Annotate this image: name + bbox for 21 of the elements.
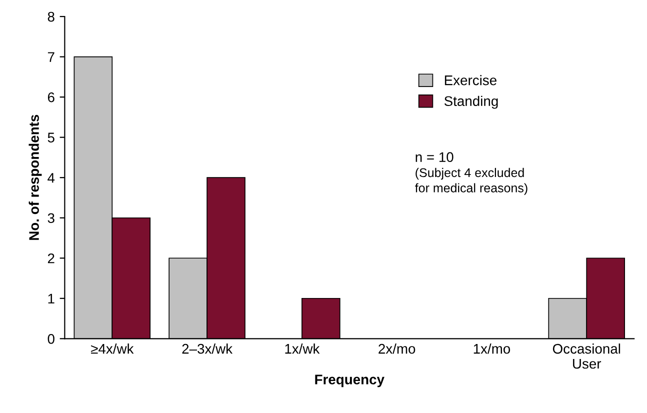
- y-tick-label: 3: [48, 213, 54, 224]
- x-tick-label: ≥4x/wk: [91, 344, 134, 354]
- annotation: n = 10: [416, 152, 454, 162]
- y-tick-label: 4: [48, 173, 55, 183]
- annotation: (Subject 4 excluded for medical reasons): [415, 168, 528, 195]
- x-tick-label: Occasional User: [552, 344, 620, 369]
- x-tick-label: 2x/mo: [378, 344, 416, 354]
- x-axis-title: Frequency: [315, 374, 384, 388]
- x-tick-label: 1x/wk: [285, 344, 320, 354]
- y-tick-label: 1: [48, 294, 54, 304]
- x-tick-label: 1x/mo: [474, 344, 510, 354]
- y-tick-label: 8: [48, 12, 54, 22]
- legend-label: Exercise: [444, 75, 496, 86]
- y-tick-label: 5: [48, 132, 54, 142]
- y-tick-label: 7: [48, 52, 54, 62]
- y-tick-label: 2: [48, 253, 54, 264]
- y-axis-title: No. of respondents: [28, 114, 42, 240]
- y-tick-label: 0: [48, 334, 54, 344]
- legend-label: Standing: [444, 96, 498, 109]
- x-tick-label: 2–3x/wk: [182, 344, 233, 354]
- y-tick-label: 6: [48, 92, 54, 102]
